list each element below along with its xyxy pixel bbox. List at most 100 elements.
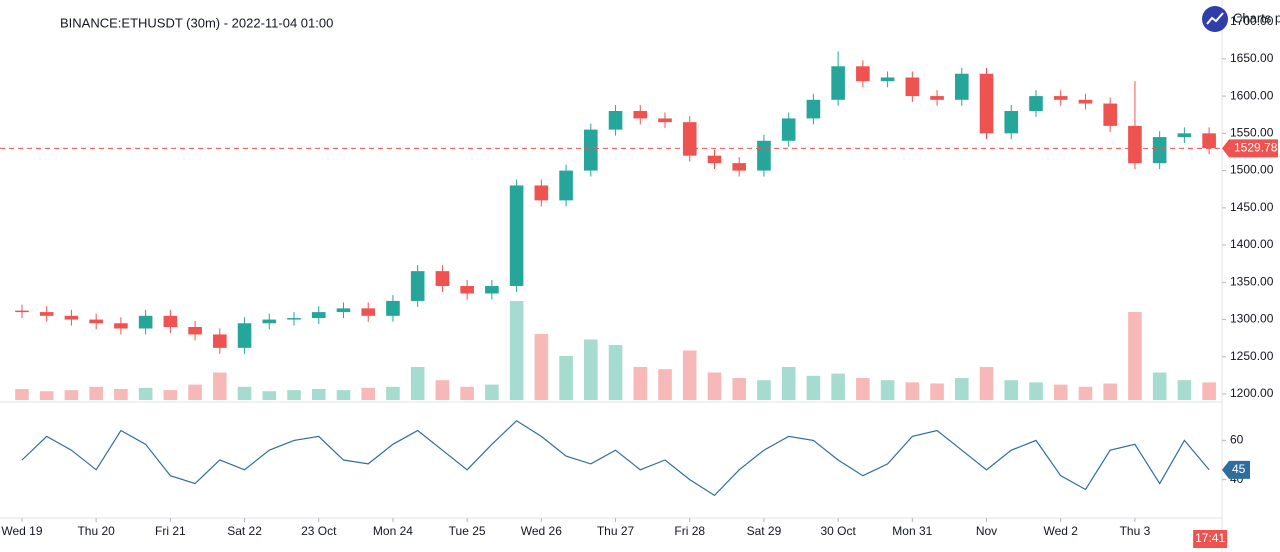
candle-body: [336, 308, 351, 313]
candle-body: [311, 312, 326, 319]
volume-bar: [658, 369, 672, 400]
volume-bar: [930, 383, 944, 400]
candle-body: [707, 155, 722, 164]
volume-bar: [188, 384, 202, 400]
volume-bar: [460, 386, 474, 400]
volume-bar: [781, 367, 796, 400]
y-tick-label: 1650.00: [1230, 51, 1274, 65]
candle-body: [608, 110, 623, 130]
candle-body: [138, 315, 153, 329]
brand-text[interactable]: Charts p: [1233, 10, 1280, 25]
x-tick-label: Mon 31: [892, 524, 932, 538]
volume-bar: [954, 378, 969, 400]
candle-body: [410, 271, 425, 301]
countdown-label: 17:41: [1195, 531, 1225, 545]
volume-bar: [1177, 380, 1192, 400]
volume-bar: [64, 390, 79, 400]
volume-bar: [89, 386, 103, 400]
y-tick-label: 1550.00: [1230, 126, 1274, 140]
volume-bar: [1128, 312, 1142, 400]
candle-body: [237, 323, 252, 348]
volume-bar: [1152, 372, 1167, 400]
y-tick-label: 1200.00: [1230, 386, 1274, 400]
volume-bar: [1053, 384, 1068, 400]
volume-bar: [336, 390, 351, 400]
candle-body: [880, 77, 895, 82]
volume-bar: [757, 380, 771, 400]
volume-bar: [39, 391, 54, 400]
candle-body: [732, 163, 747, 171]
indicator-tick-label: 60: [1230, 433, 1244, 447]
candle-body: [386, 300, 400, 316]
candle-body: [1103, 103, 1117, 126]
candle-body: [781, 118, 796, 141]
candle-body: [757, 140, 771, 171]
labels: 1200.00 1250.00 1300.00 1350.00 1400.00 1450.…: [1, 14, 1278, 548]
countdown-tag: [1193, 530, 1228, 548]
candle-body: [188, 327, 202, 335]
volume-bar: [262, 391, 277, 400]
indicator-value-label: 45: [1232, 462, 1246, 476]
volume-bar: [509, 301, 524, 400]
volume-bar: [213, 372, 227, 400]
x-tick-label: Sat 29: [747, 524, 782, 538]
volume-bar: [237, 386, 252, 400]
volume-bar: [287, 390, 301, 400]
x-tick-label: Wed 19: [1, 524, 42, 538]
candle-body: [89, 319, 103, 324]
x-tick-label: Thu 20: [77, 524, 115, 538]
volume-bar: [732, 378, 747, 400]
volume-bar: [361, 387, 376, 400]
volume-bar: [806, 375, 821, 400]
x-tick-label: Fri 28: [674, 524, 705, 538]
volume-bar: [311, 389, 326, 400]
candle-body: [856, 66, 870, 82]
volume-bar: [1078, 386, 1093, 400]
candle-body: [1152, 137, 1167, 164]
y-tick-label: 1450.00: [1230, 200, 1274, 214]
x-tick-label: Thu 27: [597, 524, 635, 538]
volume-bar: [905, 382, 920, 400]
volume-bar: [633, 367, 648, 400]
last-price-label: 1529.78: [1234, 141, 1278, 155]
candle-body: [1078, 99, 1093, 104]
marks: [0, 51, 1222, 497]
volume-bar: [410, 367, 425, 400]
chart-title: BINANCE:ETHUSDT (30m) - 2022-11-04 01:00: [60, 15, 333, 30]
candle-body: [534, 185, 549, 201]
volume-bar: [979, 367, 994, 400]
candle-body: [831, 66, 845, 100]
volume-bar: [584, 339, 598, 400]
volume-bar: [559, 356, 573, 400]
candle-body: [1202, 133, 1216, 149]
y-tick-label: 1400.00: [1230, 237, 1274, 251]
candle-body: [485, 286, 499, 294]
y-tick-label: 1700.00: [1230, 14, 1274, 28]
x-tick-label: Wed 2: [1043, 524, 1078, 538]
x-tick-label: Mon 24: [373, 524, 413, 538]
candle-body: [584, 129, 598, 171]
volume-bar: [1029, 382, 1043, 400]
brand-logo[interactable]: [1202, 6, 1228, 32]
candle-body: [435, 271, 450, 287]
candle-body: [460, 286, 474, 294]
volume-bar: [15, 389, 29, 400]
candle-body: [633, 110, 648, 119]
volume-bar: [138, 387, 153, 400]
candle-body: [1004, 110, 1019, 134]
candle-body: [954, 73, 969, 100]
volume-bar: [1202, 382, 1216, 400]
volume-bar: [1103, 383, 1117, 400]
y-tick-label: 1250.00: [1230, 349, 1274, 363]
volume-bar: [856, 378, 870, 400]
candle-body: [361, 308, 376, 316]
volume-bar: [485, 384, 499, 400]
candle-body: [1053, 96, 1068, 100]
x-tick-label: 23 Oct: [301, 524, 337, 538]
indicator-tag: [1222, 460, 1250, 479]
candle-body: [15, 310, 29, 313]
candle-body: [262, 319, 277, 324]
